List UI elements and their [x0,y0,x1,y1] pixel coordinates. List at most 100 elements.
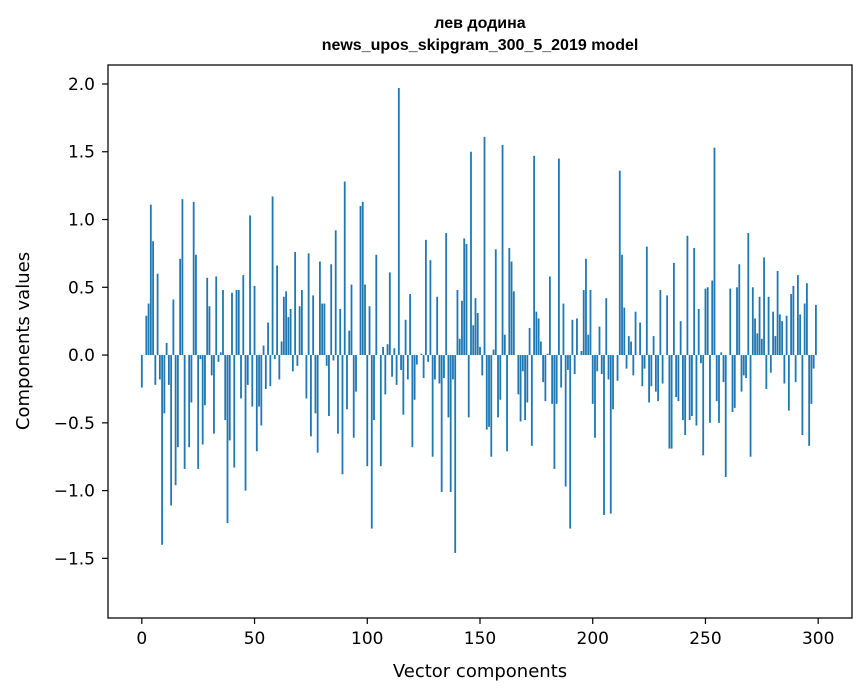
bar-201 [594,355,596,438]
bar-136 [448,355,450,417]
bar-46 [245,355,247,491]
y-tick-label-4: 0.5 [68,278,95,298]
bar-127 [427,355,429,362]
bar-269 [747,233,749,355]
bar-74 [308,253,310,355]
bar-18 [182,199,184,355]
bar-88 [339,309,341,355]
bar-119 [409,294,411,355]
bar-176 [538,318,540,355]
bar-288 [790,294,792,355]
bar-130 [434,355,436,379]
bar-59 [274,355,276,359]
bar-6 [154,355,156,385]
bar-298 [813,355,815,369]
bar-133 [441,355,443,492]
x-tick-label-300: 300 [802,629,834,649]
bar-279 [770,355,772,373]
bar-172 [529,328,531,355]
bar-78 [317,355,319,453]
x-tick-label-250: 250 [689,629,721,649]
x-tick-label-50: 50 [244,629,266,649]
bar-32 [213,355,215,434]
bar-152 [484,137,486,355]
bar-50 [254,286,256,355]
bar-142 [461,301,463,355]
bar-246 [696,355,698,425]
bar-62 [281,342,283,356]
bar-25 [197,355,199,469]
bar-122 [416,355,418,364]
bar-15 [175,355,177,485]
bar-43 [238,290,240,355]
bar-170 [524,355,526,420]
bar-290 [795,355,797,382]
bar-197 [585,259,587,355]
bar-162 [506,355,508,451]
bar-12 [168,355,170,385]
bar-63 [283,297,285,355]
bar-182 [551,355,553,404]
bar-271 [752,287,754,355]
bar-9 [161,355,163,545]
bar-47 [247,355,249,385]
bar-291 [797,275,799,355]
bar-180 [547,354,549,355]
bar-124 [420,354,422,355]
bar-56 [267,323,269,356]
bar-28 [204,355,206,405]
bar-199 [590,290,592,355]
bar-57 [269,355,271,386]
bar-272 [754,318,756,355]
bar-71 [301,290,303,355]
bar-54 [263,346,265,355]
bar-75 [310,355,312,436]
bar-148 [475,298,477,355]
bar-251 [707,287,709,355]
bar-252 [709,355,711,423]
bar-22 [191,355,193,402]
y-tick-label-3: 0.0 [68,346,95,366]
chart-title: лев додина [434,15,526,32]
bar-61 [278,355,280,379]
bar-98 [362,202,364,355]
bar-79 [319,262,321,356]
bar-289 [792,286,794,355]
bar-244 [691,355,693,416]
bar-106 [380,355,382,466]
bar-135 [445,233,447,355]
bar-273 [756,333,758,355]
x-tick-label-100: 100 [351,629,383,649]
bar-49 [251,355,253,407]
bar-218 [632,355,634,375]
bar-83 [328,355,330,416]
bar-89 [342,355,344,474]
bar-52 [258,355,260,407]
bar-196 [583,290,585,355]
bar-268 [745,355,747,378]
bar-236 [673,263,675,355]
bar-204 [601,355,603,374]
bar-293 [802,355,804,435]
y-tick-label-1: −1.0 [54,482,95,502]
bar-92 [348,331,350,355]
bar-8 [159,355,161,379]
bar-11 [166,343,168,355]
bar-259 [725,355,727,477]
bar-217 [630,342,632,356]
bar-184 [556,355,558,404]
bar-140 [457,290,459,355]
bar-203 [599,327,601,355]
bar-202 [596,355,598,371]
bar-16 [177,355,179,447]
bar-85 [333,355,335,360]
bar-219 [635,312,637,355]
bar-245 [693,248,695,355]
bar-294 [804,304,806,356]
x-tick-label-200: 200 [577,629,609,649]
bar-156 [493,350,495,355]
bar-177 [540,342,542,356]
bar-248 [700,355,702,363]
bar-137 [450,355,452,492]
bar-213 [621,255,623,355]
